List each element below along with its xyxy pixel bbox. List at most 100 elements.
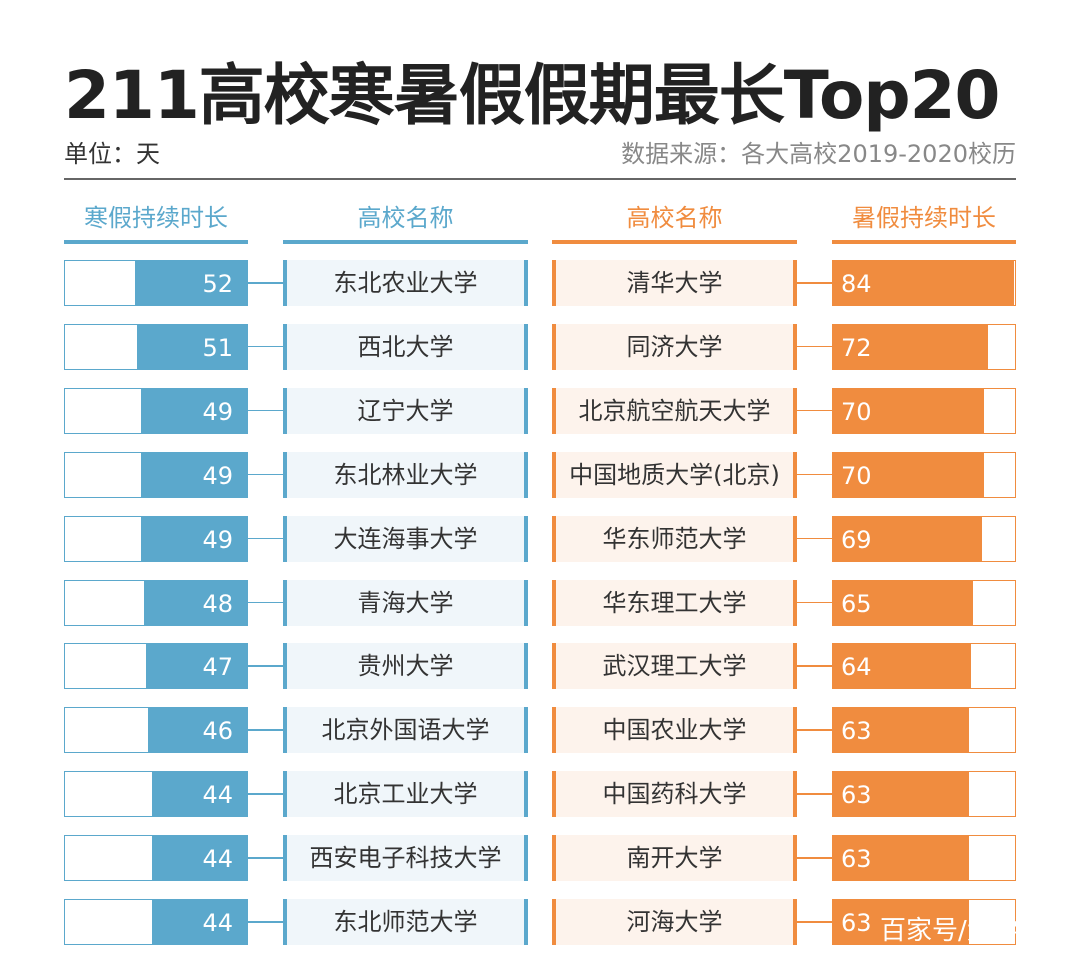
summer-bar-box: 64 [832, 643, 1016, 690]
winter-bar-box: 49 [64, 515, 248, 562]
winter-bar [152, 772, 247, 817]
header-winter-school: 高校名称 [357, 204, 454, 232]
winter-bar-box: 52 [64, 260, 248, 306]
header-underline [832, 240, 1016, 244]
winter-bar-box: 49 [64, 451, 248, 498]
summer-value-label: 63 [841, 717, 872, 746]
connector [797, 473, 832, 476]
summer-school-name: 河海大学 [552, 899, 797, 945]
summer-school-name: 中国药科大学 [552, 771, 797, 818]
summer-bar-box: 63 [832, 707, 1016, 754]
summer-bar-box: 63 [832, 771, 1016, 818]
winter-school-name: 青海大学 [283, 579, 528, 626]
connector [797, 857, 832, 859]
winter-bar [141, 452, 247, 497]
summer-bar [833, 580, 974, 625]
source-label: 数据来源：各大高校2019-2020校历 [621, 140, 1016, 168]
winter-bar-box: 44 [64, 899, 248, 945]
winter-school-name: 贵州大学 [283, 643, 528, 690]
winter-value-label: 48 [202, 589, 233, 618]
divider [64, 178, 1016, 180]
winter-bar-box: 49 [64, 387, 248, 434]
winter-school-name: 西北大学 [283, 323, 528, 370]
summer-bar [833, 900, 969, 944]
connector [248, 921, 283, 923]
connector [797, 282, 832, 284]
winter-bar [141, 516, 247, 561]
connector [797, 345, 832, 348]
winter-bar-box: 44 [64, 771, 248, 818]
summer-value-label: 65 [841, 589, 872, 618]
summer-bar [833, 772, 969, 817]
winter-bar-box: 48 [64, 579, 248, 626]
winter-school-name: 东北师范大学 [283, 899, 528, 945]
summer-bar [833, 836, 969, 881]
summer-bar-box: 70 [832, 451, 1016, 498]
winter-bar-box: 46 [64, 707, 248, 754]
header-underline [552, 240, 797, 244]
connector [248, 793, 283, 795]
connector [797, 793, 832, 795]
chart-title: 211高校寒暑假假期最长Top20 [64, 57, 1000, 134]
summer-bar [833, 516, 982, 561]
header-summer-school: 高校名称 [626, 204, 723, 232]
watermark: 百家号/大学 [880, 916, 1019, 946]
winter-bar [147, 708, 247, 753]
connector [248, 473, 283, 476]
winter-value-label: 49 [202, 461, 233, 490]
unit-label: 单位：天 [64, 140, 160, 168]
connector [248, 345, 283, 348]
summer-school-name: 同济大学 [552, 323, 797, 370]
connector [248, 729, 283, 731]
summer-bar [833, 324, 989, 369]
connector [248, 409, 283, 412]
winter-bar [137, 324, 247, 369]
summer-school-name: 武汉理工大学 [552, 643, 797, 690]
winter-bar-box: 44 [64, 835, 248, 882]
winter-value-label: 46 [202, 717, 233, 746]
summer-school-name: 华东师范大学 [552, 515, 797, 562]
connector [797, 921, 832, 923]
connector [248, 601, 283, 603]
summer-bar [833, 452, 984, 497]
summer-bar-box: 72 [832, 323, 1016, 370]
summer-school-name: 南开大学 [552, 835, 797, 882]
header-underline [283, 240, 528, 244]
summer-bar [833, 261, 1014, 305]
connector [248, 665, 283, 667]
winter-school-name: 东北林业大学 [283, 451, 528, 498]
summer-value-label: 84 [841, 270, 872, 298]
winter-bar-box: 51 [64, 323, 248, 370]
winter-value-label: 44 [202, 909, 233, 937]
winter-bar [145, 644, 247, 689]
summer-value-label: 64 [841, 653, 872, 682]
header-summer-value: 暑假持续时长 [852, 204, 996, 232]
summer-value-label: 63 [841, 909, 872, 937]
summer-value-label: 72 [841, 333, 872, 362]
winter-bar [141, 388, 247, 433]
summer-value-label: 70 [841, 397, 872, 426]
summer-bar-box: 84 [832, 260, 1016, 306]
winter-bar [152, 836, 247, 881]
summer-bar-box: 63 [832, 899, 1016, 945]
connector [248, 857, 283, 859]
winter-bar-box: 47 [64, 643, 248, 690]
summer-school-name: 中国地质大学(北京) [552, 451, 797, 498]
winter-value-label: 51 [202, 333, 233, 362]
summer-school-name: 华东理工大学 [552, 579, 797, 626]
summer-bar-box: 69 [832, 515, 1016, 562]
winter-school-name: 北京工业大学 [283, 771, 528, 818]
connector [797, 537, 832, 540]
winter-school-name: 北京外国语大学 [283, 707, 528, 754]
header-underline [64, 240, 248, 244]
winter-value-label: 49 [202, 525, 233, 554]
winter-school-name: 东北农业大学 [283, 260, 528, 306]
winter-value-label: 47 [202, 653, 233, 682]
winter-school-name: 大连海事大学 [283, 515, 528, 562]
connector [248, 537, 283, 540]
summer-bar [833, 388, 984, 433]
summer-bar [833, 708, 969, 753]
summer-value-label: 63 [841, 781, 872, 810]
connector [797, 409, 832, 412]
winter-value-label: 44 [202, 845, 233, 874]
